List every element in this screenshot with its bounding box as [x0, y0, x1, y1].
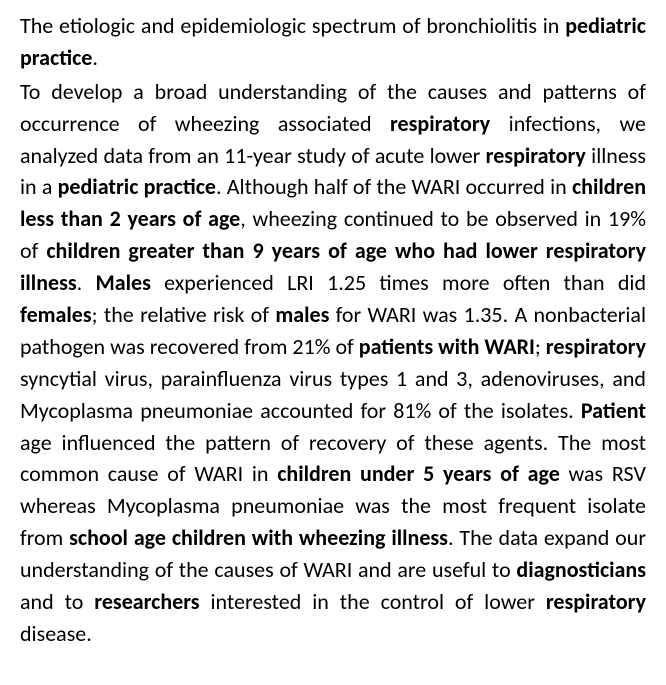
text-span: syncytial virus, parainfluenza virus typ…: [20, 365, 646, 424]
text-span: ; the relative risk of: [92, 301, 276, 328]
bold-span: males: [275, 301, 329, 328]
bold-span: researchers: [94, 588, 199, 615]
bold-span: females: [20, 301, 92, 328]
bold-span: Patient: [581, 397, 646, 424]
bold-span: respiratory: [486, 142, 586, 169]
text-span: and to: [20, 588, 94, 615]
text-span: disease.: [20, 620, 92, 647]
document-body: To develop a broad understanding of the …: [20, 76, 646, 650]
text-span: experienced LRI 1.25 times more often th…: [151, 269, 646, 296]
bold-span: children under 5 years of age: [277, 460, 560, 487]
bold-span: school age children with wheezing illnes…: [69, 524, 448, 551]
bold-span: Males: [96, 269, 151, 296]
bold-span: respiratory: [390, 110, 490, 137]
bold-span: pediatric practice: [58, 173, 216, 200]
text-span: .: [77, 269, 96, 296]
bold-span: patients with WARI: [359, 333, 535, 360]
bold-span: respiratory: [546, 333, 646, 360]
bold-span: respiratory: [546, 588, 646, 615]
text-span: ;: [535, 333, 546, 360]
text-span: . Although half of the WARI occurred in: [216, 173, 572, 200]
text-span: The etiologic and epidemiologic spectrum…: [20, 12, 565, 39]
text-span: interested in the control of lower: [200, 588, 546, 615]
document-page: The etiologic and epidemiologic spectrum…: [0, 0, 666, 670]
bold-span: diagnosticians: [516, 556, 646, 583]
text-span: .: [92, 44, 98, 71]
document-title: The etiologic and epidemiologic spectrum…: [20, 10, 646, 74]
